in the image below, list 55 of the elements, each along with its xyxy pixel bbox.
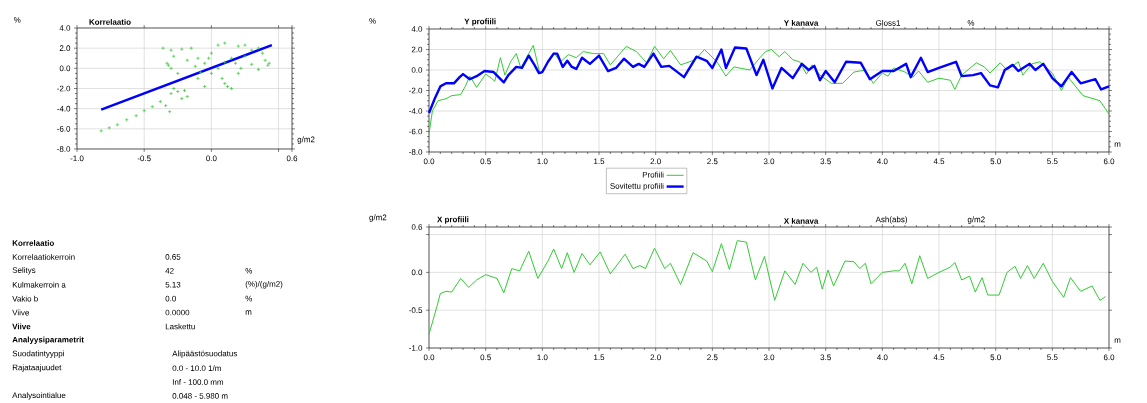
point	[193, 64, 198, 69]
point	[222, 60, 227, 65]
point	[229, 56, 234, 61]
point	[263, 58, 268, 63]
point	[107, 125, 112, 130]
point	[220, 76, 225, 81]
line-series	[427, 46, 1111, 115]
line-series	[428, 240, 1107, 335]
point	[198, 70, 203, 75]
point	[169, 48, 174, 53]
line-series	[428, 44, 1110, 135]
point	[99, 128, 104, 133]
point	[167, 109, 172, 114]
point	[233, 61, 238, 66]
point	[196, 76, 200, 81]
point	[243, 43, 247, 48]
point	[179, 96, 184, 101]
point	[134, 113, 139, 118]
point	[249, 48, 254, 53]
point	[236, 44, 241, 49]
point	[189, 46, 194, 51]
point	[169, 91, 174, 96]
point	[115, 122, 120, 127]
point	[150, 104, 155, 109]
point	[163, 103, 168, 108]
point	[256, 67, 261, 72]
point	[175, 89, 180, 94]
point	[256, 46, 261, 51]
point	[236, 71, 241, 76]
point	[185, 58, 190, 63]
point	[175, 71, 180, 76]
point	[158, 99, 163, 104]
point	[229, 86, 234, 91]
point	[196, 56, 200, 61]
point	[209, 51, 214, 56]
point	[216, 43, 221, 48]
point	[171, 54, 176, 59]
point	[222, 41, 227, 46]
point	[260, 51, 265, 56]
point	[209, 71, 214, 76]
point	[185, 94, 190, 99]
point	[206, 56, 211, 61]
point	[216, 66, 221, 71]
point	[249, 62, 254, 67]
point	[171, 86, 176, 91]
point	[225, 84, 230, 89]
point	[179, 47, 184, 52]
point	[142, 108, 147, 113]
point	[243, 54, 247, 59]
point	[161, 46, 165, 51]
point	[239, 66, 243, 71]
point	[202, 61, 207, 66]
point	[124, 117, 129, 122]
point	[182, 88, 187, 93]
point	[202, 84, 207, 89]
